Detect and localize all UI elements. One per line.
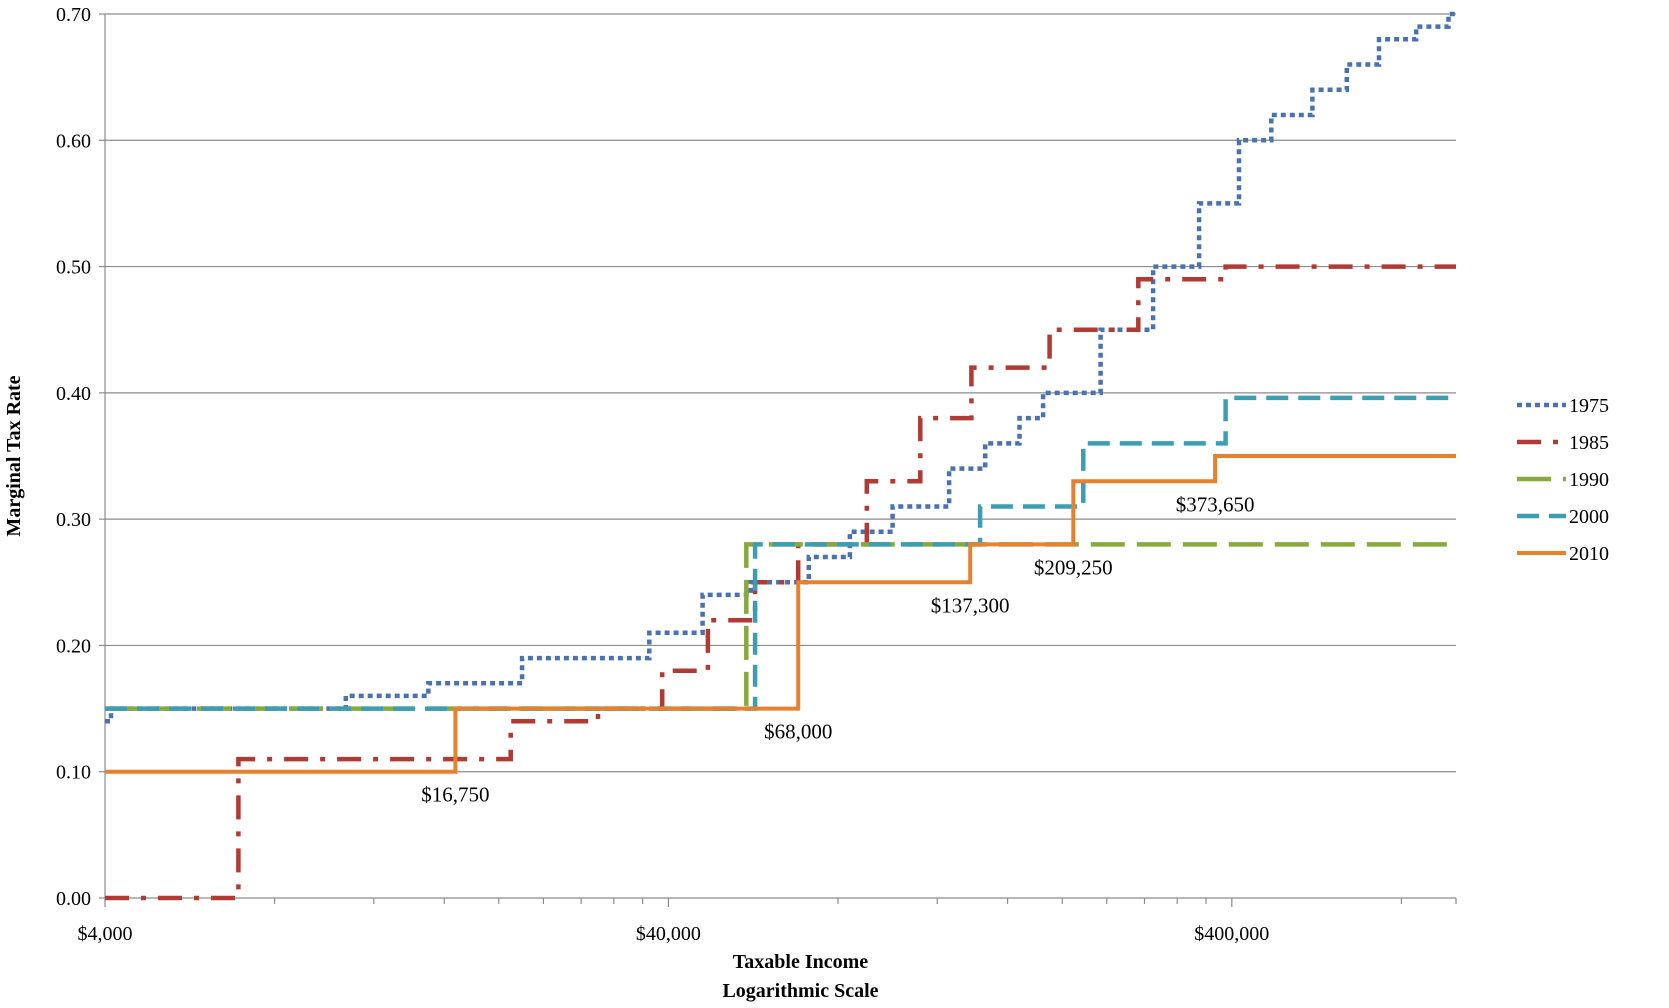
y-tick-label: 0.70 bbox=[56, 4, 91, 26]
series-line-2000 bbox=[105, 395, 1456, 711]
breakpoint-label: $137,300 bbox=[931, 593, 1010, 617]
y-tick-label: 0.60 bbox=[56, 130, 91, 152]
y-axis-title: Marginal Tax Rate bbox=[3, 375, 25, 536]
breakpoint-label: $209,250 bbox=[1034, 555, 1113, 579]
breakpoint-label: $68,000 bbox=[764, 720, 832, 744]
axes: 0.00 0.10 0.20 0.30 0.40 0.50 0.60 0.70 $4,000 $4… bbox=[56, 4, 1457, 945]
breakpoint-label: $373,650 bbox=[1176, 492, 1255, 516]
legend-label-1985: 1985 bbox=[1569, 432, 1609, 454]
series-lines bbox=[105, 11, 1456, 901]
y-tick-label: 0.40 bbox=[56, 383, 91, 405]
x-axis-title: Taxable Income bbox=[733, 951, 869, 973]
legend-label-1975: 1975 bbox=[1569, 395, 1609, 417]
x-tick-label: $400,000 bbox=[1194, 923, 1269, 945]
gridlines bbox=[105, 13, 1456, 773]
legend: 1975 1985 1990 2000 2010 bbox=[1517, 395, 1609, 565]
y-tick-label: 0.20 bbox=[56, 635, 91, 657]
annotations: $16,750 $68,000 $137,300 $209,250 $373,650 bbox=[421, 492, 1254, 806]
series-line-2010 bbox=[105, 454, 1456, 774]
legend-label-2000: 2000 bbox=[1569, 506, 1609, 528]
y-tick-label: 0.10 bbox=[56, 762, 91, 784]
x-tick-label: $40,000 bbox=[636, 923, 701, 945]
y-tick-label: 0.50 bbox=[56, 257, 91, 279]
y-tick-label: 0.00 bbox=[56, 888, 91, 910]
x-axis-subtitle: Logarithmic Scale bbox=[722, 980, 878, 1002]
series-line-1985 bbox=[105, 264, 1456, 901]
x-tick-label: $4,000 bbox=[78, 923, 133, 945]
legend-label-1990: 1990 bbox=[1569, 469, 1609, 491]
series-line-1975 bbox=[105, 11, 1456, 724]
legend-label-2010: 2010 bbox=[1569, 543, 1609, 565]
series-line-1990 bbox=[105, 542, 1456, 711]
breakpoint-label: $16,750 bbox=[421, 783, 489, 807]
y-tick-label: 0.30 bbox=[56, 509, 91, 531]
